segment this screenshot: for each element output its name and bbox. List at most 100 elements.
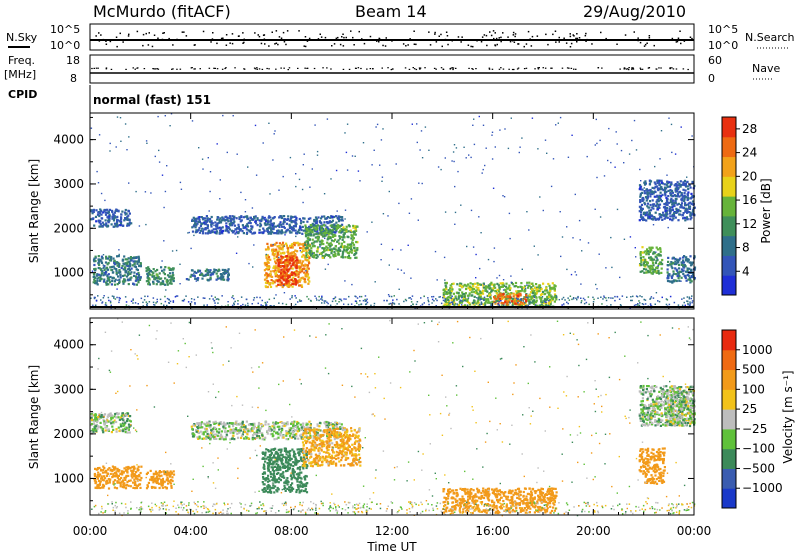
nave-point <box>544 67 547 69</box>
echo-cell <box>200 216 203 219</box>
echo-cell <box>305 271 308 274</box>
echo-cell <box>356 248 359 251</box>
echo-cell <box>674 194 678 198</box>
echo-cell <box>335 227 338 230</box>
echo-cell <box>105 281 108 284</box>
nsearch-point <box>586 38 588 41</box>
nave-point <box>472 68 474 70</box>
echo-cell <box>298 231 301 234</box>
echo-cell <box>95 220 98 223</box>
nsearch-point <box>122 41 124 43</box>
echo-cell <box>191 274 194 277</box>
echo-cell <box>506 303 509 306</box>
echo-cell <box>288 230 291 233</box>
echo-cell <box>468 292 471 295</box>
echo-cell <box>456 283 459 286</box>
echo-cell <box>546 298 549 301</box>
ground-scatter-cell <box>393 295 395 297</box>
nsearch-point <box>319 33 321 35</box>
nsearch-point <box>679 30 681 32</box>
power-panel-frame <box>89 112 695 310</box>
echo-cell <box>145 280 148 283</box>
echo-cell <box>504 296 507 299</box>
nsearch-point <box>675 41 678 43</box>
echo-cell <box>318 240 321 243</box>
echo-cell <box>691 261 694 264</box>
noise-cell <box>269 193 271 195</box>
echo-cell <box>308 238 311 241</box>
nave-point <box>360 67 362 70</box>
echo-cell <box>117 265 121 268</box>
noise-cell <box>504 128 506 130</box>
echo-cell <box>124 266 127 270</box>
echo-cell <box>228 228 231 231</box>
echo-cell <box>299 222 303 225</box>
echo-cell <box>351 235 354 238</box>
echo-cell <box>116 220 119 223</box>
ground-scatter-cell <box>232 295 234 297</box>
echo-cell <box>244 215 247 218</box>
noise-cell <box>255 174 258 176</box>
echo-cell <box>163 273 166 276</box>
echo-cell <box>107 273 110 276</box>
echo-cell <box>268 215 271 218</box>
echo-cell <box>533 302 536 305</box>
echo-cell <box>675 188 678 192</box>
echo-cell <box>288 258 291 261</box>
echo-cell <box>639 251 642 254</box>
echo-cell <box>263 222 267 225</box>
echo-cell <box>127 423 131 426</box>
echo-cell <box>115 209 118 212</box>
echo-cell <box>657 217 660 220</box>
echo-cell <box>671 280 674 283</box>
echo-cell <box>308 225 311 228</box>
echo-cell <box>666 271 669 274</box>
echo-cell <box>688 184 691 187</box>
nsearch-point <box>683 40 686 42</box>
echo-cell <box>463 304 467 307</box>
echo-cell <box>157 280 160 283</box>
echo-cell <box>687 278 690 281</box>
noise-cell <box>265 253 267 256</box>
noise-cell <box>317 232 320 234</box>
echo-cell <box>673 204 676 208</box>
echo-cell <box>231 222 235 225</box>
nsearch-point <box>637 37 639 39</box>
noise-cell <box>247 166 249 168</box>
echo-cell <box>678 267 681 270</box>
noise-cell <box>264 216 266 219</box>
echo-cell <box>668 185 672 188</box>
echo-cell <box>332 234 335 238</box>
ground-scatter-cell <box>498 301 500 303</box>
ground-scatter-cell <box>166 297 169 300</box>
echo-cell <box>323 215 326 218</box>
echo-cell <box>311 222 314 225</box>
echo-cell <box>116 264 119 267</box>
nsearch-point <box>558 36 560 39</box>
noise-cell <box>343 303 345 305</box>
echo-cell <box>139 264 142 267</box>
echo-cell <box>98 273 101 276</box>
echo-cell <box>351 242 354 245</box>
echo-cell <box>653 187 656 190</box>
echo-cell <box>671 267 674 270</box>
echo-cell <box>660 267 663 270</box>
echo-cell <box>274 243 277 246</box>
echo-cell <box>454 295 457 298</box>
ground-scatter-cell <box>572 298 575 300</box>
nsearch-point <box>277 43 279 46</box>
echo-cell <box>498 290 501 293</box>
echo-cell <box>312 226 315 229</box>
noise-cell <box>324 268 327 270</box>
noise-cell <box>643 187 645 189</box>
ground-scatter-cell <box>618 298 621 300</box>
noise-cell <box>410 198 413 200</box>
ground-scatter-cell <box>264 301 266 304</box>
echo-cell <box>275 285 278 288</box>
echo-cell <box>118 270 121 273</box>
echo-cell <box>639 192 642 195</box>
echo-cell <box>295 279 298 282</box>
echo-cell <box>214 231 217 234</box>
ground-scatter-cell <box>194 302 196 304</box>
nsearch-point <box>98 40 101 42</box>
